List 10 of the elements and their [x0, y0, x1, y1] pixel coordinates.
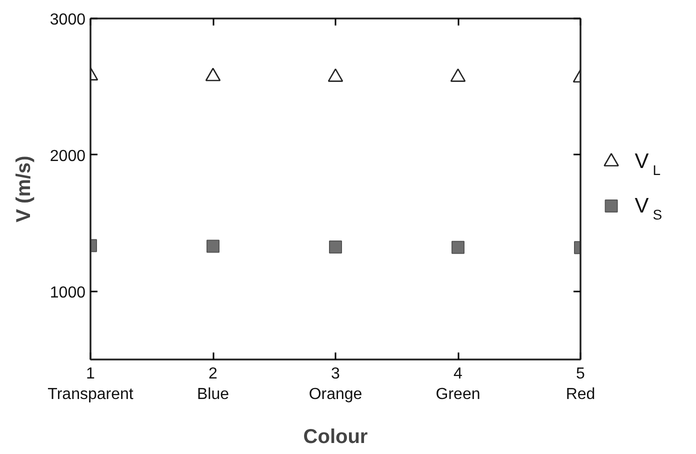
- x-axis-title: Colour: [303, 426, 368, 448]
- y-tick-label: 2000: [50, 148, 86, 165]
- x-tick-label: 1 Transparent: [48, 366, 134, 403]
- x-tick-label: 3 Orange: [308, 366, 362, 403]
- x-tick-label: 4 Green: [436, 366, 480, 403]
- y-axis-title: V (m/s): [12, 156, 35, 222]
- x-tick-label: 5 Red: [566, 366, 596, 403]
- y-tick-label: 1000: [50, 284, 86, 302]
- x-tick-label: 2 Blue: [196, 366, 230, 403]
- y-tick-label: 3000: [50, 12, 86, 28]
